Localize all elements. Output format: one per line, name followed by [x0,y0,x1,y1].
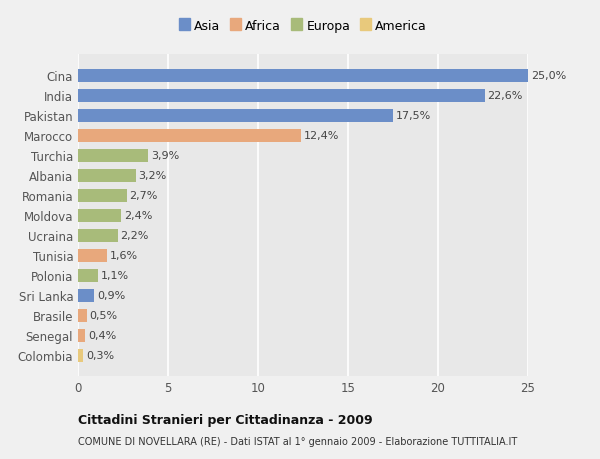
Bar [78,129,301,142]
Bar [78,229,118,242]
Bar [78,349,83,362]
Text: 0,3%: 0,3% [86,350,114,360]
Bar [78,150,148,162]
Legend: Asia, Africa, Europa, America: Asia, Africa, Europa, America [175,17,431,37]
Text: 0,5%: 0,5% [90,310,118,320]
Text: 12,4%: 12,4% [304,131,339,141]
Text: 0,4%: 0,4% [88,330,116,340]
Bar [78,169,136,182]
Bar [78,249,107,262]
Text: COMUNE DI NOVELLARA (RE) - Dati ISTAT al 1° gennaio 2009 - Elaborazione TUTTITAL: COMUNE DI NOVELLARA (RE) - Dati ISTAT al… [78,436,517,446]
Text: 0,9%: 0,9% [97,291,125,301]
Text: 1,1%: 1,1% [101,270,128,280]
Bar [78,70,528,83]
Text: 3,9%: 3,9% [151,151,179,161]
Text: 2,4%: 2,4% [124,211,152,221]
Text: 3,2%: 3,2% [139,171,167,181]
Text: 22,6%: 22,6% [487,91,523,101]
Text: 17,5%: 17,5% [396,111,431,121]
Text: 2,2%: 2,2% [121,231,149,241]
Text: 1,6%: 1,6% [110,251,137,261]
Bar [78,309,87,322]
Bar [78,329,85,342]
Bar [78,289,94,302]
Text: 25,0%: 25,0% [531,71,566,81]
Bar [78,90,485,102]
Bar [78,189,127,202]
Bar [78,110,393,123]
Text: 2,7%: 2,7% [130,191,158,201]
Text: Cittadini Stranieri per Cittadinanza - 2009: Cittadini Stranieri per Cittadinanza - 2… [78,413,373,426]
Bar [78,209,121,222]
Bar [78,269,98,282]
